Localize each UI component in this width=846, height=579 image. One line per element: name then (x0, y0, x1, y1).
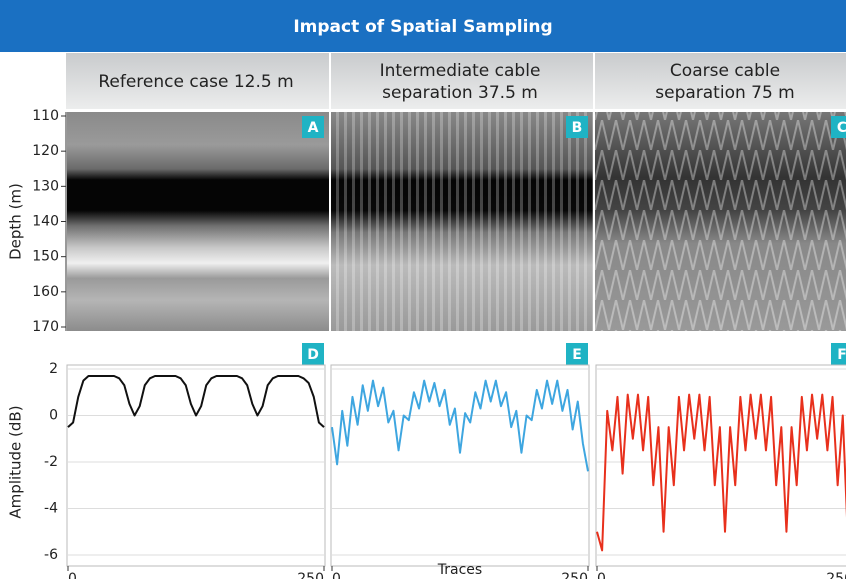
panel-heading: separation 75 m (655, 83, 795, 103)
panel-badge-label: E (572, 347, 582, 363)
panel-badge (302, 343, 324, 365)
y-tick-label: -6 (44, 547, 58, 563)
y-axis-label: Amplitude (dB) (7, 405, 25, 518)
depth-tick-label: 170 (32, 319, 59, 335)
title: Impact of Spatial Sampling (293, 17, 552, 37)
seismic-texture (595, 112, 846, 331)
panel-heading: Intermediate cable (380, 61, 541, 81)
data-line (331, 379, 589, 472)
depth-tick-label: 140 (32, 214, 59, 230)
plot-area (66, 364, 326, 567)
depth-tick-label: 110 (32, 108, 59, 124)
depth-tick-label: 120 (32, 143, 59, 159)
x-tick-label: 0 (68, 571, 77, 579)
data-line (67, 374, 325, 428)
panel-badge (566, 343, 588, 365)
panel-badge (831, 116, 846, 138)
y-tick-label: -2 (44, 454, 58, 470)
panel-badge (302, 116, 324, 138)
x-tick-label: 250 (297, 571, 324, 579)
seismic-texture (331, 112, 593, 331)
x-axis-label: Traces (437, 562, 482, 578)
x-tick-label: 0 (332, 571, 341, 579)
panel-badge-label: D (307, 347, 319, 363)
title-banner (0, 0, 846, 52)
panel-heading: Reference case 12.5 m (98, 72, 293, 92)
x-tick-label: 250 (561, 571, 588, 579)
panel-heading: Coarse cable (670, 61, 780, 81)
panel-badge (831, 343, 846, 365)
y-tick-label: 0 (49, 408, 58, 424)
depth-tick-label: 150 (32, 249, 59, 265)
header-box (595, 53, 846, 109)
x-tick-label: 0 (597, 571, 606, 579)
panel-badge-label: A (308, 120, 319, 136)
data-line (596, 393, 846, 552)
plot-area (330, 364, 590, 567)
panel-badge-label: F (837, 347, 846, 363)
y-tick-label: 2 (49, 361, 58, 377)
depth-tick-label: 160 (32, 284, 59, 300)
y-tick-label: -4 (44, 501, 58, 517)
depth-axis-label: Depth (m) (7, 183, 25, 260)
seismic-image (67, 112, 329, 331)
header-box (66, 53, 329, 109)
panel-heading: separation 37.5 m (382, 83, 538, 103)
header-box (331, 53, 593, 109)
x-tick-label: 250 (826, 571, 846, 579)
panel-badge-label: C (837, 120, 846, 136)
depth-tick-label: 130 (32, 178, 59, 194)
panel-badge (566, 116, 588, 138)
panel-badge-label: B (572, 120, 583, 136)
